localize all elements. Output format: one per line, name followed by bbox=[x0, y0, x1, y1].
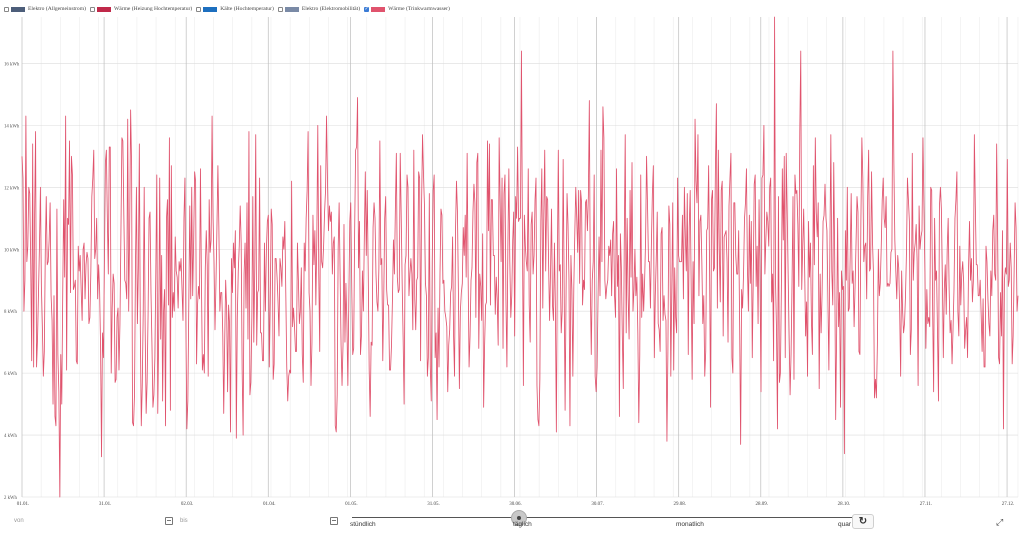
to-date-input[interactable]: bis bbox=[180, 518, 188, 524]
x-tick-label: 27.12. bbox=[1002, 502, 1015, 507]
y-tick-label: 12 kWh bbox=[4, 186, 20, 191]
legend-item[interactable]: ✓ Wärme (Trinkwarmwasser) bbox=[364, 6, 450, 12]
legend-checkbox[interactable] bbox=[196, 6, 202, 12]
x-tick-label: 28.09. bbox=[756, 502, 769, 507]
x-tick-label: 29.08. bbox=[673, 502, 686, 507]
legend-item[interactable]: Kälte (Hochtemperatur) bbox=[196, 6, 274, 12]
from-date-input[interactable]: von bbox=[14, 518, 24, 524]
legend-checkbox[interactable] bbox=[277, 6, 283, 12]
aggregation-slider-track[interactable] bbox=[352, 517, 858, 518]
x-tick-label: 02.03. bbox=[181, 502, 194, 507]
y-axis-ticks: 2 kWh 4 kWh 6 kWh 8 kWh 10 kWh 12 kWh 14 kWh 16… bbox=[4, 62, 20, 501]
x-tick-label: 31.01. bbox=[99, 502, 112, 507]
y-tick-label: 2 kWh bbox=[4, 496, 18, 501]
legend-item[interactable]: Elektro (Elektromobilität) bbox=[277, 6, 361, 12]
minor-gridlines bbox=[40, 17, 1019, 497]
legend-swatch bbox=[11, 6, 25, 12]
series-line-trinkwarmwasser bbox=[21, 16, 1019, 498]
x-tick-label: 01.01. bbox=[17, 502, 30, 507]
legend-checkbox[interactable] bbox=[4, 6, 9, 12]
y-tick-label: 8 kWh bbox=[4, 310, 18, 315]
legend-label: Wärme (Heizung Hochtemperatur) bbox=[113, 6, 193, 12]
x-axis-ticks: 01.01. 31.01. 02.03. 01.04. 01.05. 31.05. 30.0… bbox=[17, 502, 1015, 507]
reset-icon: ↻ bbox=[858, 516, 868, 527]
calendar-icon[interactable] bbox=[165, 517, 173, 525]
y-tick-label: 10 kWh bbox=[4, 248, 20, 253]
chart-legend: Elektro (Allgemeinstrom) Wärme (Heizung H… bbox=[4, 2, 454, 16]
x-tick-label: 28.10. bbox=[838, 502, 851, 507]
legend-label: Wärme (Trinkwarmwasser) bbox=[388, 6, 450, 12]
legend-swatch bbox=[96, 6, 111, 12]
legend-item[interactable]: Wärme (Heizung Hochtemperatur) bbox=[89, 6, 193, 12]
aggregation-label-monthly[interactable]: monatlich bbox=[676, 521, 704, 528]
reset-zoom-button[interactable]: ↻ bbox=[852, 514, 874, 529]
y-tick-label: 4 kWh bbox=[4, 434, 18, 439]
y-tick-label: 14 kWh bbox=[4, 124, 20, 129]
legend-checkbox[interactable]: ✓ bbox=[364, 6, 370, 12]
legend-label: Kälte (Hochtemperatur) bbox=[220, 6, 274, 12]
legend-label: Elektro (Allgemeinstrom) bbox=[28, 6, 86, 12]
expand-icon[interactable]: ⤢ bbox=[996, 517, 1004, 527]
legend-swatch bbox=[284, 6, 299, 12]
y-tick-label: 6 kWh bbox=[4, 372, 18, 377]
y-tick-label: 16 kWh bbox=[4, 62, 20, 67]
x-tick-label: 30.07. bbox=[591, 502, 604, 507]
calendar-icon[interactable] bbox=[330, 517, 338, 525]
x-tick-label: 31.05. bbox=[427, 502, 440, 507]
x-tick-label: 30.06. bbox=[509, 502, 522, 507]
x-tick-label: 01.05. bbox=[345, 502, 358, 507]
line-chart: 2 kWh 4 kWh 6 kWh 8 kWh 10 kWh 12 kWh 14 kWh 16… bbox=[4, 16, 1019, 507]
chart-controls: von bis stündlich täglich monatlich quar… bbox=[0, 508, 1024, 547]
legend-swatch bbox=[203, 6, 218, 12]
legend-item[interactable]: Elektro (Allgemeinstrom) bbox=[4, 6, 86, 12]
legend-label: Elektro (Elektromobilität) bbox=[301, 6, 361, 12]
legend-swatch bbox=[371, 6, 386, 12]
aggregation-label-quarterly[interactable]: quar bbox=[838, 521, 852, 528]
aggregation-label-daily[interactable]: täglich bbox=[513, 521, 532, 528]
x-tick-label: 01.04. bbox=[263, 502, 276, 507]
aggregation-slider-thumb[interactable] bbox=[510, 510, 527, 526]
x-tick-label: 27.11. bbox=[920, 502, 932, 507]
legend-checkbox[interactable] bbox=[89, 6, 95, 12]
aggregation-label-hourly[interactable]: stündlich bbox=[350, 521, 376, 528]
